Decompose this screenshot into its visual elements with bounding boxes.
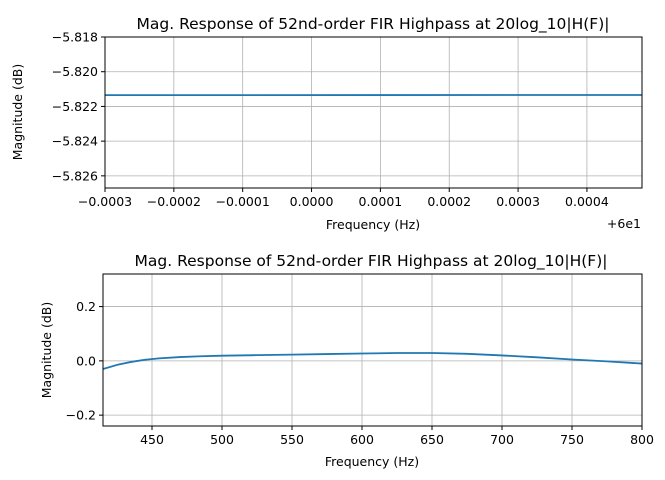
top-chart-title: Mag. Response of 52nd-order FIR Highpass… — [137, 15, 610, 34]
top-y-tick-label: −5.822 — [52, 99, 98, 114]
bottom-x-tick-label: 750 — [560, 432, 584, 447]
top-x-tick-label: 0.0001 — [359, 194, 403, 209]
bottom-y-tick-label: 0.0 — [76, 353, 96, 368]
bottom-x-axis-label: Frequency (Hz) — [325, 454, 419, 469]
top-x-axis-label: Frequency (Hz) — [326, 217, 420, 232]
bottom-x-tick-label: 700 — [490, 432, 514, 447]
bottom-x-tick-label: 450 — [140, 432, 164, 447]
bottom-series-line — [102, 352, 643, 370]
bottom-x-tick-label: 550 — [280, 432, 304, 447]
top-x-tick-label: −0.0002 — [147, 194, 201, 209]
top-x-tick-label: 0.0002 — [427, 194, 471, 209]
bottom-grid — [103, 274, 643, 426]
top-axes-frame — [104, 36, 643, 189]
top-y-tick-label: −5.824 — [52, 134, 98, 149]
top-x-tick-label: −0.0003 — [78, 194, 132, 209]
bottom-x-tick-label: 500 — [210, 432, 234, 447]
top-x-tick-label: 0.0004 — [565, 194, 609, 209]
bottom-data — [102, 352, 643, 370]
bottom-x-tick-label: 800 — [630, 432, 654, 447]
top-y-tick-label: −5.826 — [52, 168, 98, 183]
bottom-y-axis-label: Magnitude (dB) — [39, 302, 54, 398]
bottom-chart-title: Mag. Response of 52nd-order FIR Highpass… — [135, 252, 608, 271]
bottom-plot: Mag. Response of 52nd-order FIR Highpass… — [39, 252, 654, 469]
top-x-tick-label: 0.0003 — [496, 194, 540, 209]
bottom-axes-frame — [102, 273, 643, 427]
top-y-tick-label: −5.818 — [52, 30, 98, 45]
top-plot: Mag. Response of 52nd-order FIR Highpass… — [10, 15, 643, 232]
top-x-tick-label: 0.0000 — [290, 194, 334, 209]
bottom-y-tick-label: 0.2 — [76, 299, 96, 314]
bottom-x-tick-label: 600 — [350, 432, 374, 447]
top-grid — [104, 36, 642, 188]
top-x-offset-label: +6e1 — [607, 216, 641, 231]
bottom-x-tick-label: 650 — [420, 432, 444, 447]
top-ticks: −0.0003 −0.0002 −0.0001 0.0000 0.0001 0.0002 0… — [52, 30, 609, 210]
top-x-tick-label: −0.0001 — [216, 194, 270, 209]
top-y-tick-label: −5.820 — [52, 64, 98, 79]
top-y-axis-label: Magnitude (dB) — [10, 64, 25, 160]
bottom-y-tick-label: −0.2 — [66, 408, 96, 423]
bottom-ticks: 450 500 550 600 650 700 750 800 0.2 0.0 −0.2 — [66, 299, 654, 447]
